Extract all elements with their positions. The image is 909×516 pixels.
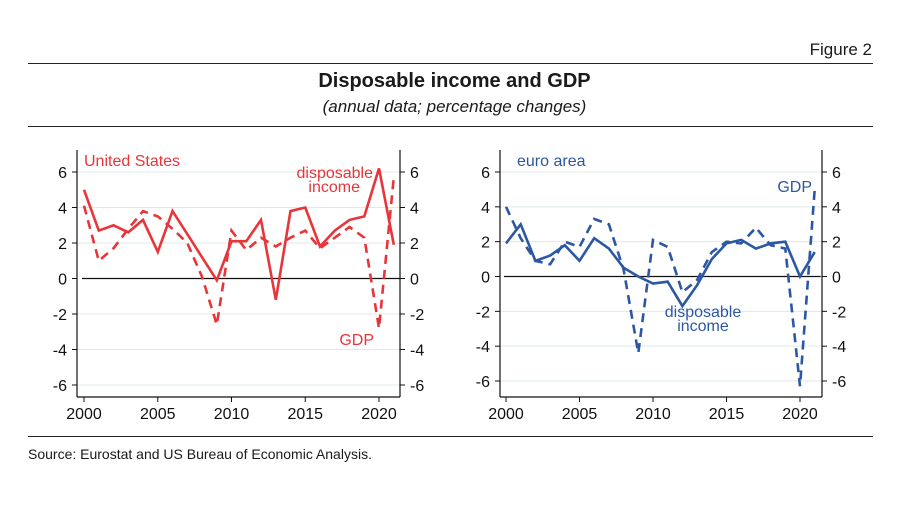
x-tick-label: 2000 <box>488 406 524 423</box>
y-tick-label-left: -6 <box>53 378 67 395</box>
footer-rule <box>28 436 873 437</box>
y-tick-label-left: 4 <box>58 201 67 218</box>
x-tick-label: 2010 <box>635 406 671 423</box>
y-tick-label-right: 4 <box>410 201 419 218</box>
annotation-income: income <box>677 318 729 335</box>
y-tick-label-left: -2 <box>476 304 490 321</box>
y-tick-label-right: 6 <box>410 165 419 182</box>
y-tick-label-right: 0 <box>410 272 419 289</box>
y-tick-label-right: 2 <box>832 235 841 252</box>
disposable-income-line <box>504 221 816 309</box>
chart-subtitle: (annual data; percentage changes) <box>322 97 587 116</box>
annotation-income: income <box>308 179 360 196</box>
panel-label: euro area <box>517 153 586 170</box>
y-tick-label-left: 2 <box>481 235 490 252</box>
header-rule <box>28 126 873 127</box>
y-tick-label-left: -6 <box>476 374 490 391</box>
annotation-disposable: disposable <box>665 304 742 321</box>
x-tick-label: 2000 <box>66 406 102 423</box>
y-tick-label-left: 6 <box>58 165 67 182</box>
y-tick-label-left: -4 <box>53 343 67 360</box>
annotation-gdp: GDP <box>339 332 374 349</box>
annotation-gdp: GDP <box>777 179 812 196</box>
y-tick-label-right: 2 <box>410 236 419 253</box>
euro-area-panel: 6 6 4 4 2 2 0 0 -2 -2 -4 -4 -6 -6 2000 2005 2010 2015 2020… <box>476 150 846 423</box>
y-tick-label-right: -4 <box>832 339 846 356</box>
y-tick-label-left: -4 <box>476 339 490 356</box>
x-tick-label: 2020 <box>361 406 397 423</box>
x-tick-label: 2010 <box>214 406 250 423</box>
us-panel: 6 6 4 4 2 2 0 0 -2 -2 -4 -4 -6 -6 2000 2005 2010 2015 2020… <box>53 150 424 423</box>
y-tick-label-left: 0 <box>481 270 490 287</box>
y-tick-label-right: 4 <box>832 200 841 217</box>
y-tick-label-right: -6 <box>410 378 424 395</box>
disposable-income-line <box>82 168 396 301</box>
y-tick-label-right: -6 <box>832 374 846 391</box>
panel-label: United States <box>84 153 180 170</box>
y-tick-label-right: 0 <box>832 270 841 287</box>
y-tick-label-left: 2 <box>58 236 67 253</box>
chart-title: Disposable income and GDP <box>318 70 591 92</box>
y-tick-label-left: -2 <box>53 307 67 324</box>
x-tick-label: 2020 <box>782 406 818 423</box>
y-tick-label-right: -2 <box>832 304 846 321</box>
gdp-line <box>82 177 396 329</box>
source-note: Source: Eurostat and US Bureau of Econom… <box>28 446 372 462</box>
y-tick-label-left: 6 <box>481 165 490 182</box>
y-tick-label-right: -4 <box>410 343 424 360</box>
x-tick-label: 2005 <box>140 406 176 423</box>
x-tick-label: 2015 <box>709 406 745 423</box>
x-tick-label: 2015 <box>287 406 323 423</box>
top-rule <box>28 63 873 64</box>
annotation-disposable: disposable <box>297 165 374 182</box>
x-tick-label: 2005 <box>562 406 598 423</box>
y-tick-label-left: 4 <box>481 200 490 217</box>
y-tick-label-right: 6 <box>832 165 841 182</box>
gdp-line <box>504 189 816 387</box>
figure-label: Figure 2 <box>809 40 872 59</box>
y-tick-label-left: 0 <box>58 272 67 289</box>
y-tick-label-right: -2 <box>410 307 424 324</box>
